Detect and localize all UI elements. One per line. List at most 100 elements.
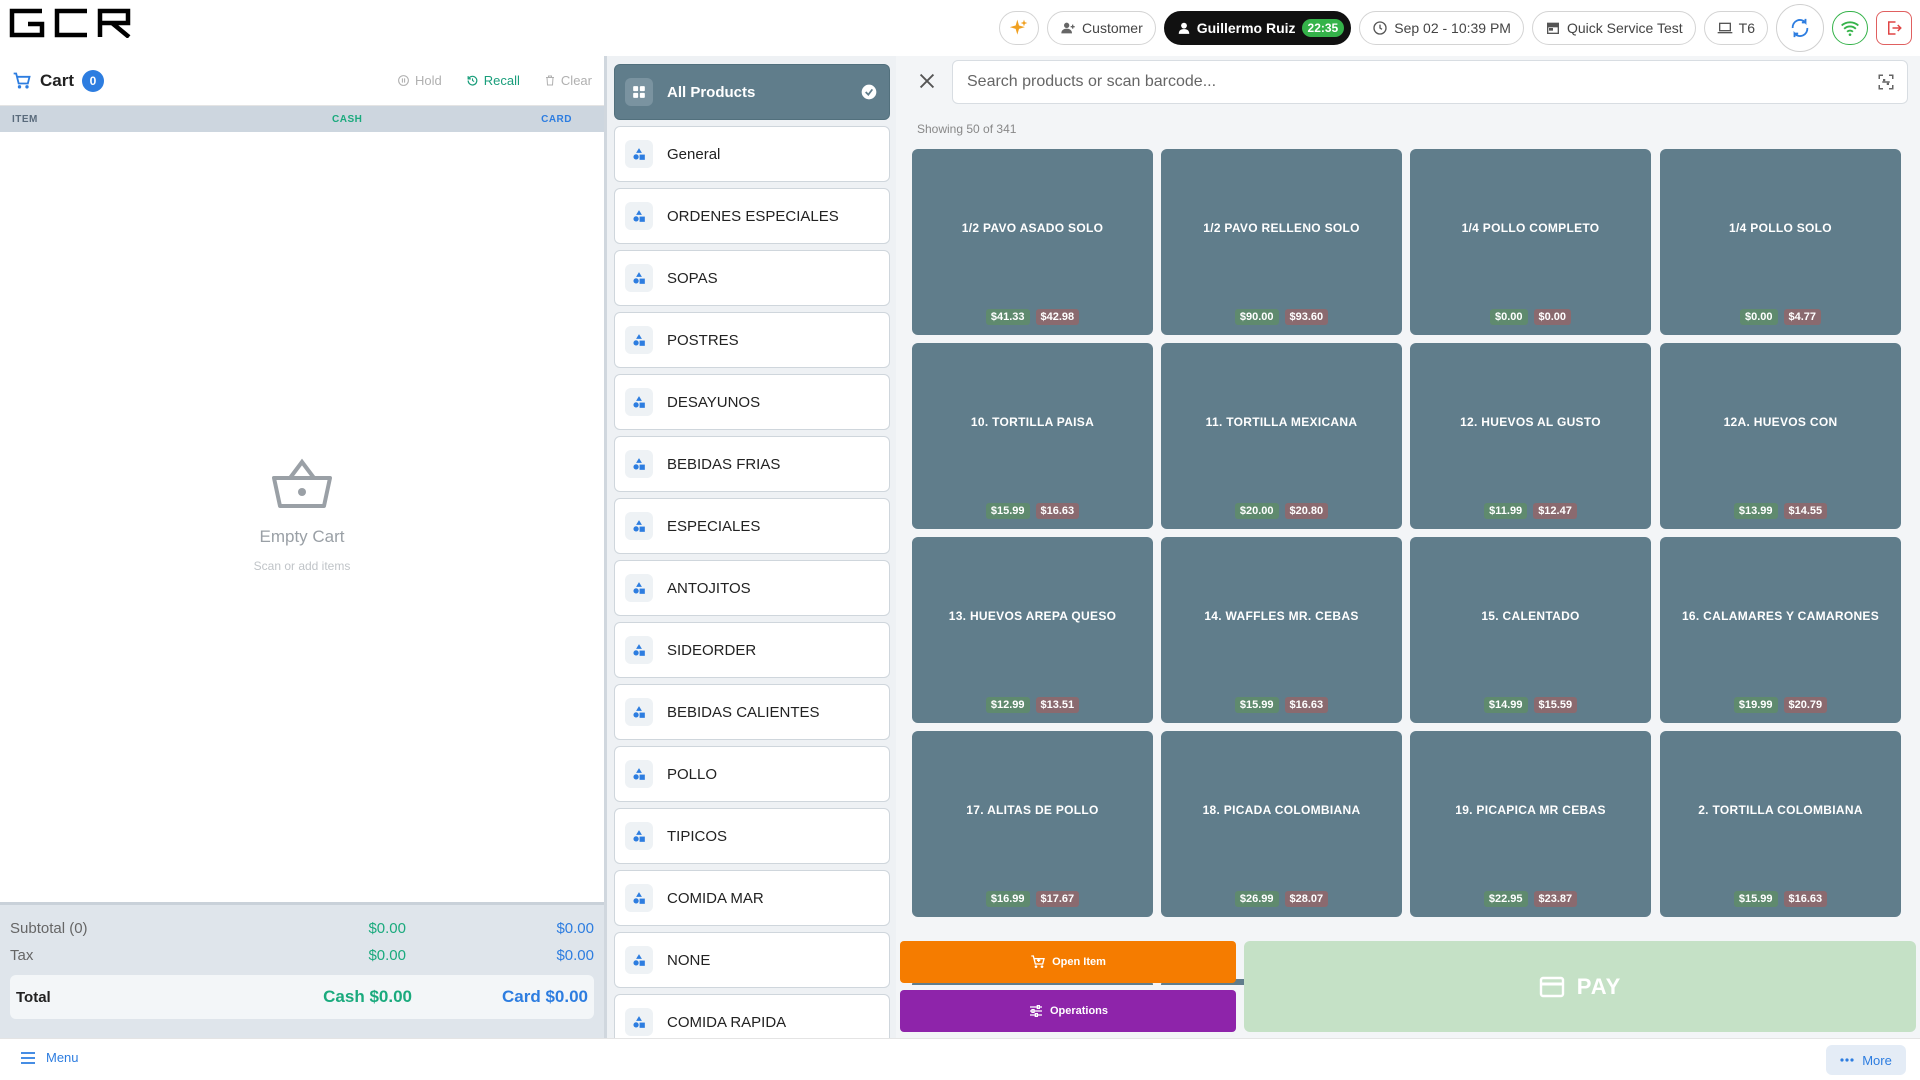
category-item[interactable]: POLLO: [614, 746, 890, 802]
close-icon[interactable]: [916, 70, 938, 92]
category-label: POLLO: [667, 765, 718, 783]
subtotal-label: Subtotal (0): [10, 920, 88, 937]
total-cash: Cash $0.00: [323, 987, 412, 1006]
product-cash-price: $11.99: [1484, 503, 1528, 519]
category-item[interactable]: SOPAS: [614, 250, 890, 306]
pause-icon: [397, 74, 410, 87]
category-label: BEBIDAS CALIENTES: [667, 703, 820, 721]
product-card-price: $23.87: [1533, 891, 1578, 907]
check-circle-icon: [861, 84, 877, 100]
category-item[interactable]: DESAYUNOS: [614, 374, 890, 430]
category-item[interactable]: BEBIDAS FRIAS: [614, 436, 890, 492]
category-item[interactable]: ANTOJITOS: [614, 560, 890, 616]
barcode-scan-icon[interactable]: [1877, 73, 1895, 91]
ai-assistant-button[interactable]: [999, 11, 1040, 45]
category-label: COMIDA RAPIDA: [667, 1013, 787, 1031]
tax-label: Tax: [10, 947, 34, 964]
product-tile[interactable]: 14. WAFFLES MR. CEBAS $15.99 $16.63: [1161, 537, 1402, 723]
category-label: BEBIDAS FRIAS: [667, 455, 781, 473]
product-tile[interactable]: 1/2 PAVO RELLENO SOLO $90.00 $93.60: [1161, 149, 1402, 335]
product-tile[interactable]: 13. HUEVOS AREPA QUESO $12.99 $13.51: [912, 537, 1153, 723]
product-tile[interactable]: 2. TORTILLA COLOMBIANA $15.99 $16.63: [1660, 731, 1901, 917]
operations-button[interactable]: Operations: [900, 990, 1236, 1032]
product-name: 14. WAFFLES MR. CEBAS: [1204, 609, 1359, 623]
category-item[interactable]: SIDEORDER: [614, 622, 890, 678]
category-item[interactable]: ORDENES ESPECIALES: [614, 188, 890, 244]
category-item[interactable]: COMIDA RAPIDA: [614, 994, 890, 1038]
search-box: [952, 60, 1908, 104]
menu-button[interactable]: Menu: [20, 1050, 79, 1065]
open-item-button[interactable]: Open Item: [900, 941, 1236, 983]
category-item[interactable]: General: [614, 126, 890, 182]
empty-cart-state: Empty Cart Scan or add items: [0, 456, 604, 573]
category-item[interactable]: NONE: [614, 932, 890, 988]
product-tile[interactable]: 19. PICAPICA MR CEBAS $22.95 $23.87: [1410, 731, 1651, 917]
more-label: More: [1862, 1052, 1892, 1068]
product-prices: $22.95 $23.87: [1410, 891, 1651, 907]
product-card-price: $16.63: [1035, 503, 1080, 519]
product-tile[interactable]: 12A. HUEVOS CON $13.99 $14.55: [1660, 343, 1901, 529]
product-card-price: $15.59: [1533, 697, 1578, 713]
product-cash-price: $90.00: [1234, 309, 1279, 325]
product-tile[interactable]: 1/4 POLLO SOLO $0.00 $4.77: [1660, 149, 1901, 335]
product-card-price: $28.07: [1284, 891, 1329, 907]
sync-button[interactable]: [1776, 4, 1824, 52]
category-item[interactable]: POSTRES: [614, 312, 890, 368]
product-card-price: $16.63: [1783, 891, 1828, 907]
logout-button[interactable]: [1876, 11, 1912, 45]
category-shapes-icon: [625, 450, 653, 478]
category-label: SOPAS: [667, 269, 718, 287]
product-name: 1/2 PAVO RELLENO SOLO: [1203, 221, 1360, 235]
product-card-price: $14.55: [1783, 503, 1828, 519]
category-item[interactable]: TIPICOS: [614, 808, 890, 864]
product-tile[interactable]: 10. TORTILLA PAISA $15.99 $16.63: [912, 343, 1153, 529]
category-item[interactable]: ESPECIALES: [614, 498, 890, 554]
cart-title: Cart: [40, 70, 75, 90]
product-tile[interactable]: 11. TORTILLA MEXICANA $20.00 $20.80: [1161, 343, 1402, 529]
product-card-price: $12.47: [1533, 503, 1577, 519]
recall-button[interactable]: Recall: [466, 73, 520, 88]
clear-button[interactable]: Clear: [544, 73, 592, 88]
pay-button[interactable]: PAY: [1244, 941, 1916, 1032]
product-tile[interactable]: 17. ALITAS DE POLLO $16.99 $17.67: [912, 731, 1153, 917]
product-prices: $26.99 $28.07: [1161, 891, 1402, 907]
product-tile[interactable]: 1/4 POLLO COMPLETO $0.00 $0.00: [1410, 149, 1651, 335]
product-tile[interactable]: 1/2 PAVO ASADO SOLO $41.33 $42.98: [912, 149, 1153, 335]
customer-button[interactable]: Customer: [1047, 11, 1156, 45]
category-label: POSTRES: [667, 331, 739, 349]
category-shapes-icon: [625, 822, 653, 850]
basket-icon: [270, 456, 334, 512]
category-item[interactable]: COMIDA MAR: [614, 870, 890, 926]
category-label: TIPICOS: [667, 827, 728, 845]
more-button[interactable]: More: [1826, 1045, 1906, 1075]
datetime-button[interactable]: Sep 02 - 10:39 PM: [1359, 11, 1524, 45]
product-tile[interactable]: 15. CALENTADO $14.99 $15.59: [1410, 537, 1651, 723]
product-prices: $41.33 $42.98: [912, 309, 1153, 325]
tax-card: $0.00: [556, 947, 594, 964]
category-shapes-icon: [625, 388, 653, 416]
product-name: 1/2 PAVO ASADO SOLO: [961, 221, 1104, 235]
product-tile[interactable]: 12. HUEVOS AL GUSTO $11.99 $12.47: [1410, 343, 1651, 529]
product-card-price: $20.80: [1284, 503, 1329, 519]
category-all-products[interactable]: All Products: [614, 64, 890, 120]
product-cash-price: $20.00: [1234, 503, 1279, 519]
category-label: All Products: [667, 83, 756, 101]
category-label: ANTOJITOS: [667, 579, 751, 597]
col-item-header: ITEM: [12, 113, 38, 125]
product-card-price: $17.67: [1035, 891, 1080, 907]
product-tile[interactable]: 16. CALAMARES Y CAMARONES $19.99 $20.79: [1660, 537, 1901, 723]
sync-icon: [1789, 17, 1811, 39]
user-button[interactable]: Guillermo Ruiz 22:35: [1163, 11, 1352, 45]
category-item[interactable]: BEBIDAS CALIENTES: [614, 684, 890, 740]
product-grid: 1/2 PAVO ASADO SOLO $41.33 $42.98 1/2 PAVO …: [912, 149, 1912, 985]
terminal-button[interactable]: T6: [1703, 11, 1768, 45]
store-button[interactable]: Quick Service Test: [1531, 11, 1696, 45]
product-name: 18. PICADA COLOMBIANA: [1202, 803, 1361, 817]
search-input[interactable]: [953, 61, 1853, 103]
connection-status-button[interactable]: [1832, 11, 1868, 45]
cart-plus-icon: [1030, 954, 1046, 970]
col-card-header: CARD: [541, 113, 572, 125]
product-tile[interactable]: 18. PICADA COLOMBIANA $26.99 $28.07: [1161, 731, 1402, 917]
product-cash-price: $26.99: [1234, 891, 1279, 907]
hold-button[interactable]: Hold: [397, 73, 442, 88]
